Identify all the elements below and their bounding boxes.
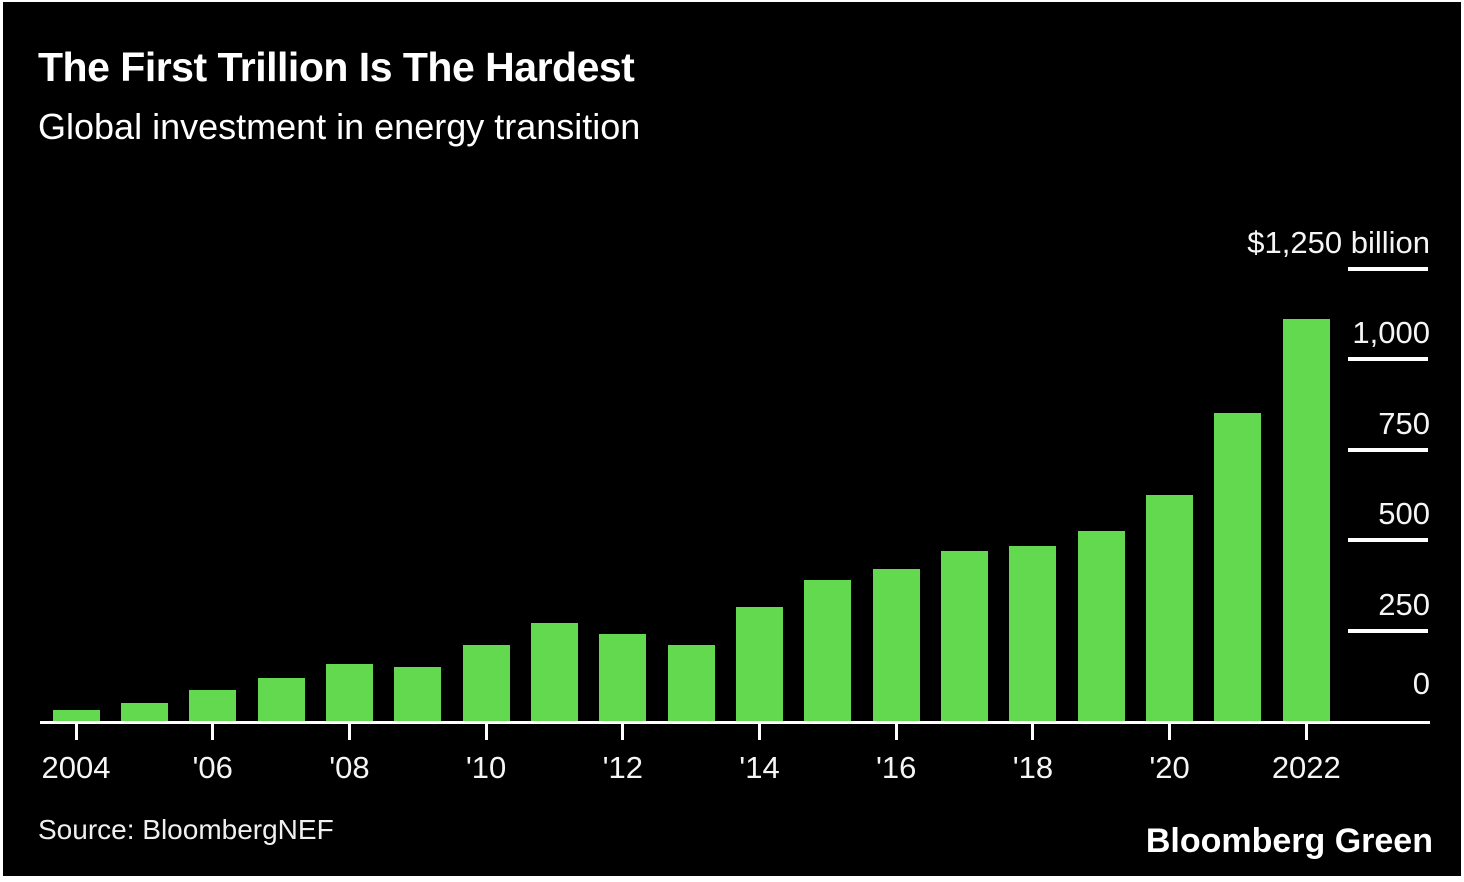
x-tick-label-2018: '18 <box>1012 750 1054 785</box>
bar-2010 <box>462 645 510 721</box>
x-tick-label-2020: '20 <box>1149 750 1190 785</box>
x-tick-2016 <box>894 724 898 740</box>
y-tick-label-1000: 1,000 <box>1352 315 1430 350</box>
y-tick-label-500: 500 <box>1378 496 1430 531</box>
bar-2022 <box>1282 319 1330 721</box>
bar-2015 <box>804 580 852 721</box>
bar-2021 <box>1214 413 1262 721</box>
chart-card: The First Trillion Is The Hardest Global… <box>3 2 1461 876</box>
plot-area: 2004 '06 '08 '10 '12 '14 '16 '18 '20 2022 $1,250 b… <box>3 2 1461 876</box>
bar-2006 <box>189 690 237 721</box>
x-tick-2018 <box>1031 724 1035 740</box>
y-tick-750 <box>1348 447 1428 452</box>
y-tick-250 <box>1348 628 1428 633</box>
x-tick-label-2016: '16 <box>875 750 917 785</box>
y-tick-1250 <box>1348 266 1428 271</box>
bar-2008 <box>325 664 373 721</box>
y-tick-label-250: 250 <box>1378 586 1430 622</box>
bar-2012 <box>599 634 647 721</box>
brand-logo: Bloomberg Green <box>1145 822 1433 860</box>
x-tick-label-2014: '14 <box>739 750 780 785</box>
x-tick-2020 <box>1168 724 1172 740</box>
bar-2018 <box>1009 546 1057 721</box>
x-axis-line <box>40 721 1430 724</box>
y-tick-label-0: 0 <box>1412 666 1430 701</box>
bar-2014 <box>736 607 783 721</box>
x-tick-2012 <box>621 724 625 740</box>
x-tick-2010 <box>484 724 488 740</box>
bar-2005 <box>120 703 168 721</box>
y-tick-label-1250: $1,250 billion <box>1247 224 1430 260</box>
chart-title: The First Trillion Is The Hardest <box>38 44 635 90</box>
x-tick-label-2012: '12 <box>602 750 643 785</box>
y-tick-label-750: 750 <box>1378 405 1430 441</box>
x-tick-2022 <box>1304 724 1308 740</box>
bar-2017 <box>941 551 988 721</box>
x-tick-label-2010: '10 <box>465 750 507 785</box>
bar-2013 <box>667 645 715 721</box>
bar-2009 <box>394 667 442 721</box>
x-tick-label-2008: '08 <box>329 750 370 785</box>
bar-2016 <box>872 569 920 721</box>
bar-2011 <box>530 623 578 721</box>
y-tick-1000 <box>1348 357 1428 361</box>
bar-2007 <box>257 678 305 721</box>
bar-2019 <box>1077 531 1125 721</box>
x-tick-label-2006: '06 <box>192 750 233 785</box>
bar-2004 <box>52 710 100 721</box>
x-tick-2004 <box>74 724 78 740</box>
y-tick-500 <box>1348 538 1428 542</box>
source-note: Source: BloombergNEF <box>38 814 334 845</box>
x-tick-2006 <box>211 724 215 740</box>
x-tick-label-2022: 2022 <box>1271 750 1341 785</box>
x-tick-2014 <box>758 724 761 740</box>
x-tick-label-2004: 2004 <box>41 750 111 785</box>
bar-2020 <box>1146 495 1194 721</box>
x-tick-2008 <box>347 724 351 740</box>
chart-subtitle: Global investment in energy transition <box>38 106 641 147</box>
